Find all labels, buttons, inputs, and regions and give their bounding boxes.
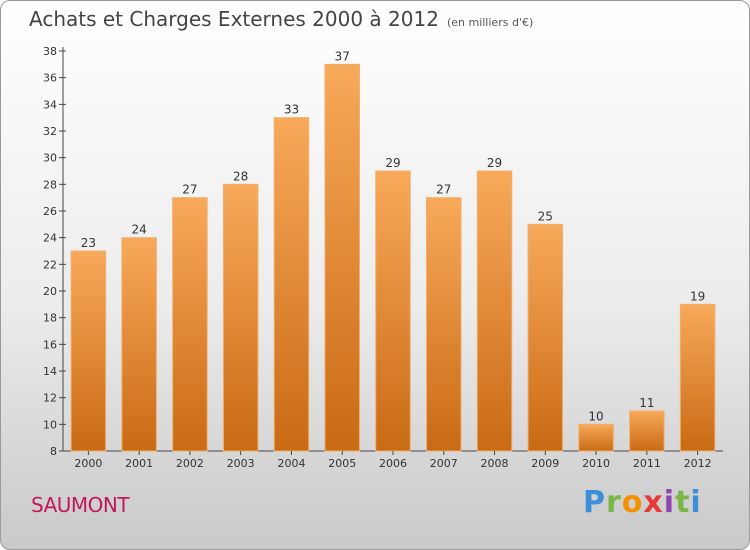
bar-value-label: 25 (538, 209, 553, 223)
bar-value-label: 28 (233, 169, 248, 183)
bar (375, 170, 411, 452)
y-tick-label: 36 (43, 72, 57, 85)
bar (426, 197, 462, 452)
chart-title-text: Achats et Charges Externes 2000 à 2012 (29, 7, 439, 31)
x-tick-label: 2012 (684, 457, 712, 470)
x-tick-label: 2001 (125, 457, 153, 470)
city-name: SAUMONT (31, 493, 130, 517)
logo-letter: o (621, 485, 644, 520)
y-tick-label: 20 (43, 285, 57, 298)
chart-subtitle: (en milliers d'€) (446, 16, 534, 29)
bar (324, 63, 360, 452)
x-tick-label: 2004 (277, 457, 305, 470)
bar (121, 237, 157, 452)
y-tick-label: 26 (43, 205, 57, 218)
bar (172, 197, 208, 452)
y-tick-label: 30 (43, 152, 57, 165)
bar-value-label: 10 (588, 409, 603, 423)
bar-value-label: 27 (436, 183, 451, 197)
y-tick-label: 28 (43, 178, 57, 191)
x-tick-label: 2010 (582, 457, 610, 470)
bar-value-label: 24 (132, 223, 147, 237)
y-tick-label: 10 (43, 418, 57, 431)
y-tick-label: 24 (43, 232, 57, 245)
x-tick-label: 2008 (481, 457, 509, 470)
x-tick-label: 2007 (430, 457, 458, 470)
x-tick-label: 2000 (74, 457, 102, 470)
y-tick-label: 32 (43, 125, 57, 138)
bar (273, 117, 310, 452)
logo-letter: r (606, 485, 622, 520)
bar-value-label: 29 (385, 156, 400, 170)
bar (578, 423, 614, 452)
bar-value-label: 19 (690, 289, 705, 303)
bar-value-label: 37 (335, 49, 350, 63)
bar-value-label: 11 (639, 396, 654, 410)
y-tick-label: 14 (43, 365, 57, 378)
bar (476, 170, 513, 452)
y-tick-label: 8 (50, 445, 57, 458)
x-tick-label: 2011 (633, 457, 661, 470)
y-tick-label: 22 (43, 258, 57, 271)
proxiti-logo[interactable]: Proxiti (583, 485, 702, 520)
logo-letter: i (663, 485, 676, 520)
x-tick-label: 2009 (531, 457, 559, 470)
bar (629, 410, 665, 452)
bar (527, 223, 564, 452)
chart-title: Achats et Charges Externes 2000 à 2012 (e… (29, 7, 533, 31)
bar (222, 183, 259, 452)
logo-letter: x (643, 485, 664, 520)
bar (70, 250, 107, 452)
bar-value-label: 33 (284, 103, 299, 117)
x-tick-label: 2006 (379, 457, 407, 470)
y-tick-label: 16 (43, 338, 57, 351)
logo-letter: P (583, 485, 606, 520)
y-tick-label: 18 (43, 312, 57, 325)
bar-value-label: 27 (182, 183, 197, 197)
y-tick-label: 38 (43, 45, 57, 58)
bar (679, 303, 716, 452)
x-tick-label: 2005 (328, 457, 356, 470)
x-tick-label: 2002 (176, 457, 204, 470)
bar-value-label: 23 (81, 236, 96, 250)
y-tick-label: 34 (43, 98, 57, 111)
y-tick-label: 12 (43, 392, 57, 405)
logo-letter: t (675, 485, 691, 520)
logo-letter: i (690, 485, 702, 520)
bar-value-label: 29 (487, 156, 502, 170)
x-tick-label: 2003 (227, 457, 255, 470)
